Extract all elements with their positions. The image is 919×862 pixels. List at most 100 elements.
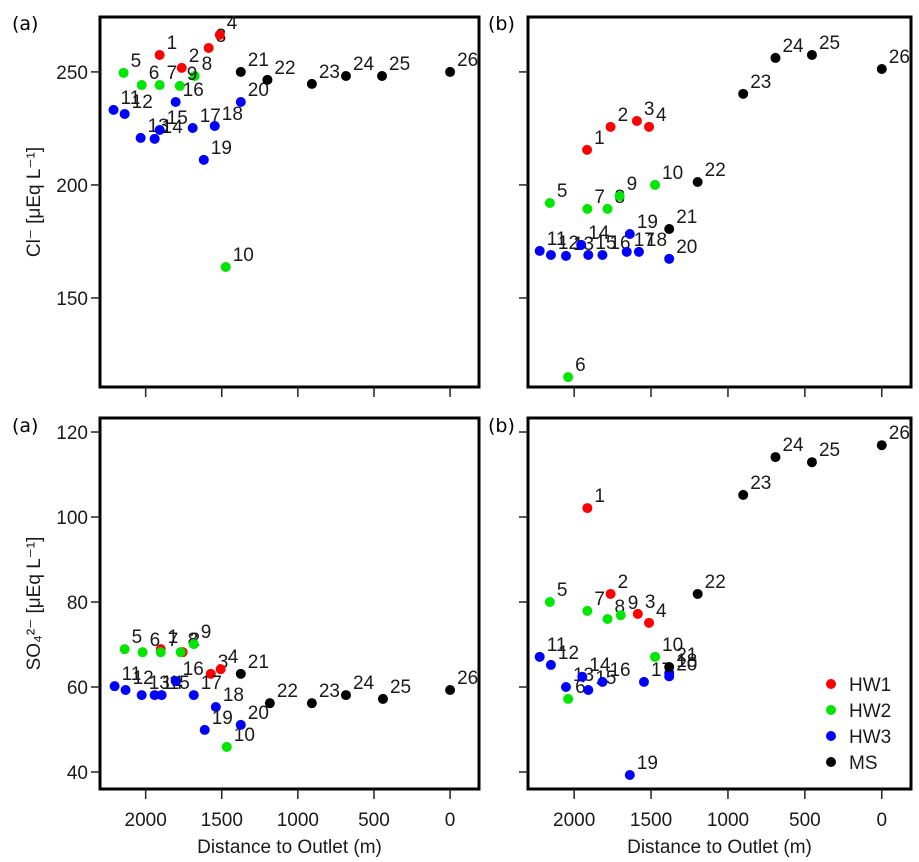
point-label: 25 <box>389 54 410 75</box>
point-label: 21 <box>676 207 697 228</box>
point-label: 2 <box>618 105 629 126</box>
data-point-hw1 <box>205 668 216 679</box>
point-label: 3 <box>644 99 655 120</box>
data-point-ms <box>692 176 703 187</box>
data-point-ms <box>445 684 456 695</box>
data-point-hw3 <box>149 690 160 701</box>
data-point-ms <box>235 66 246 77</box>
point-label: 5 <box>557 580 568 601</box>
data-point-hw2 <box>650 651 661 662</box>
panel-tag: (a) <box>12 415 38 437</box>
data-point-ms <box>377 70 388 81</box>
data-point-hw3 <box>624 769 635 780</box>
data-point-ms <box>306 698 317 709</box>
point-label: 22 <box>705 160 726 181</box>
data-point-hw3 <box>597 676 608 687</box>
point-label: 23 <box>750 72 771 93</box>
data-point-hw2 <box>615 610 626 621</box>
data-point-ms <box>377 693 388 704</box>
point-label: 19 <box>211 138 232 159</box>
data-point-hw2 <box>614 191 625 202</box>
point-label: 4 <box>656 105 667 126</box>
data-point-hw3 <box>235 96 246 107</box>
point-label: 18 <box>646 230 667 251</box>
data-point-hw3 <box>199 724 210 735</box>
data-point-ms <box>738 88 749 99</box>
point-label: 23 <box>750 473 771 494</box>
y-tick-label: 100 <box>56 508 88 529</box>
point-label: 17 <box>201 673 222 694</box>
point-label: 25 <box>819 33 840 54</box>
data-point-ms <box>340 70 351 81</box>
point-label: 11 <box>121 88 141 109</box>
data-point-ms <box>876 440 887 451</box>
point-label: 25 <box>390 677 411 698</box>
point-label: 17 <box>634 230 655 251</box>
x-axis-title: Distance to Outlet (m) <box>197 837 382 858</box>
data-point-ms <box>264 698 275 709</box>
point-label: 10 <box>233 245 254 266</box>
point-label: 23 <box>319 62 340 83</box>
point-label: 9 <box>628 593 639 614</box>
panel-4: 2000 1500 1000 500 0 Distance to Outlet (m) (b… <box>488 415 913 858</box>
point-label: 16 <box>183 80 204 101</box>
point-label: 25 <box>819 440 840 461</box>
data-point-hw2 <box>220 261 231 272</box>
y-tick-label: 60 <box>67 678 88 699</box>
point-label: 11 <box>547 229 567 250</box>
point-label: 20 <box>248 80 269 101</box>
point-label: 16 <box>609 660 630 681</box>
data-point-ms <box>692 588 703 599</box>
data-point-hw2 <box>154 80 165 91</box>
point-label: 1 <box>594 486 605 507</box>
point-label: 4 <box>227 13 238 34</box>
data-point-hw3 <box>534 651 545 662</box>
legend: HW1 HW2 HW3 MS <box>826 675 891 774</box>
y-tick-label: 120 <box>56 423 88 444</box>
data-point-hw2 <box>582 203 593 214</box>
data-point-hw3 <box>545 659 556 670</box>
y-axis-title: SO₄²⁻ [μEq L⁻¹] <box>24 537 45 671</box>
point-label: 8 <box>615 597 626 618</box>
legend-label: HW3 <box>849 727 891 748</box>
point-label: 14 <box>589 655 611 676</box>
data-point-hw2 <box>602 614 613 625</box>
plot-frame <box>526 15 913 389</box>
panel-tag: (b) <box>488 13 515 35</box>
data-point-hw3 <box>664 253 675 264</box>
point-label: 5 <box>132 627 143 648</box>
data-point-hw3 <box>534 245 545 256</box>
legend-marker-hw2 <box>826 705 836 715</box>
y-axis-title: Cl⁻ [μEq L⁻¹] <box>24 147 45 257</box>
point-label: 24 <box>353 673 375 694</box>
point-label: 15 <box>595 233 616 254</box>
data-point-hw2 <box>155 647 166 658</box>
data-point-hw1 <box>644 121 655 132</box>
x-tick-label: 1500 <box>201 810 243 831</box>
data-point-hw2 <box>188 639 199 650</box>
data-point-ms <box>235 668 246 679</box>
legend-marker-hw1 <box>826 679 836 689</box>
data-point-hw1 <box>582 503 593 514</box>
point-label: 15 <box>167 108 188 129</box>
data-point-hw3 <box>120 684 131 695</box>
data-point-hw3 <box>154 125 165 136</box>
data-point-ms <box>770 452 781 463</box>
x-tick-label: 1000 <box>277 810 319 831</box>
point-label: 2 <box>618 572 629 593</box>
point-label: 26 <box>457 50 478 71</box>
point-label: 13 <box>149 673 170 694</box>
data-point-hw2 <box>221 741 232 752</box>
data-point-ms <box>876 63 887 74</box>
data-point-hw2 <box>175 647 186 658</box>
data-point-hw1 <box>644 617 655 628</box>
data-point-hw3 <box>577 671 588 682</box>
point-label: 19 <box>212 708 233 729</box>
point-label: 26 <box>457 668 478 689</box>
y-tick-label: 150 <box>56 289 88 310</box>
legend-marker-ms <box>826 757 836 767</box>
panel-tag: (a) <box>12 13 38 35</box>
data-point-ms <box>664 662 675 673</box>
point-label: 23 <box>319 681 340 702</box>
